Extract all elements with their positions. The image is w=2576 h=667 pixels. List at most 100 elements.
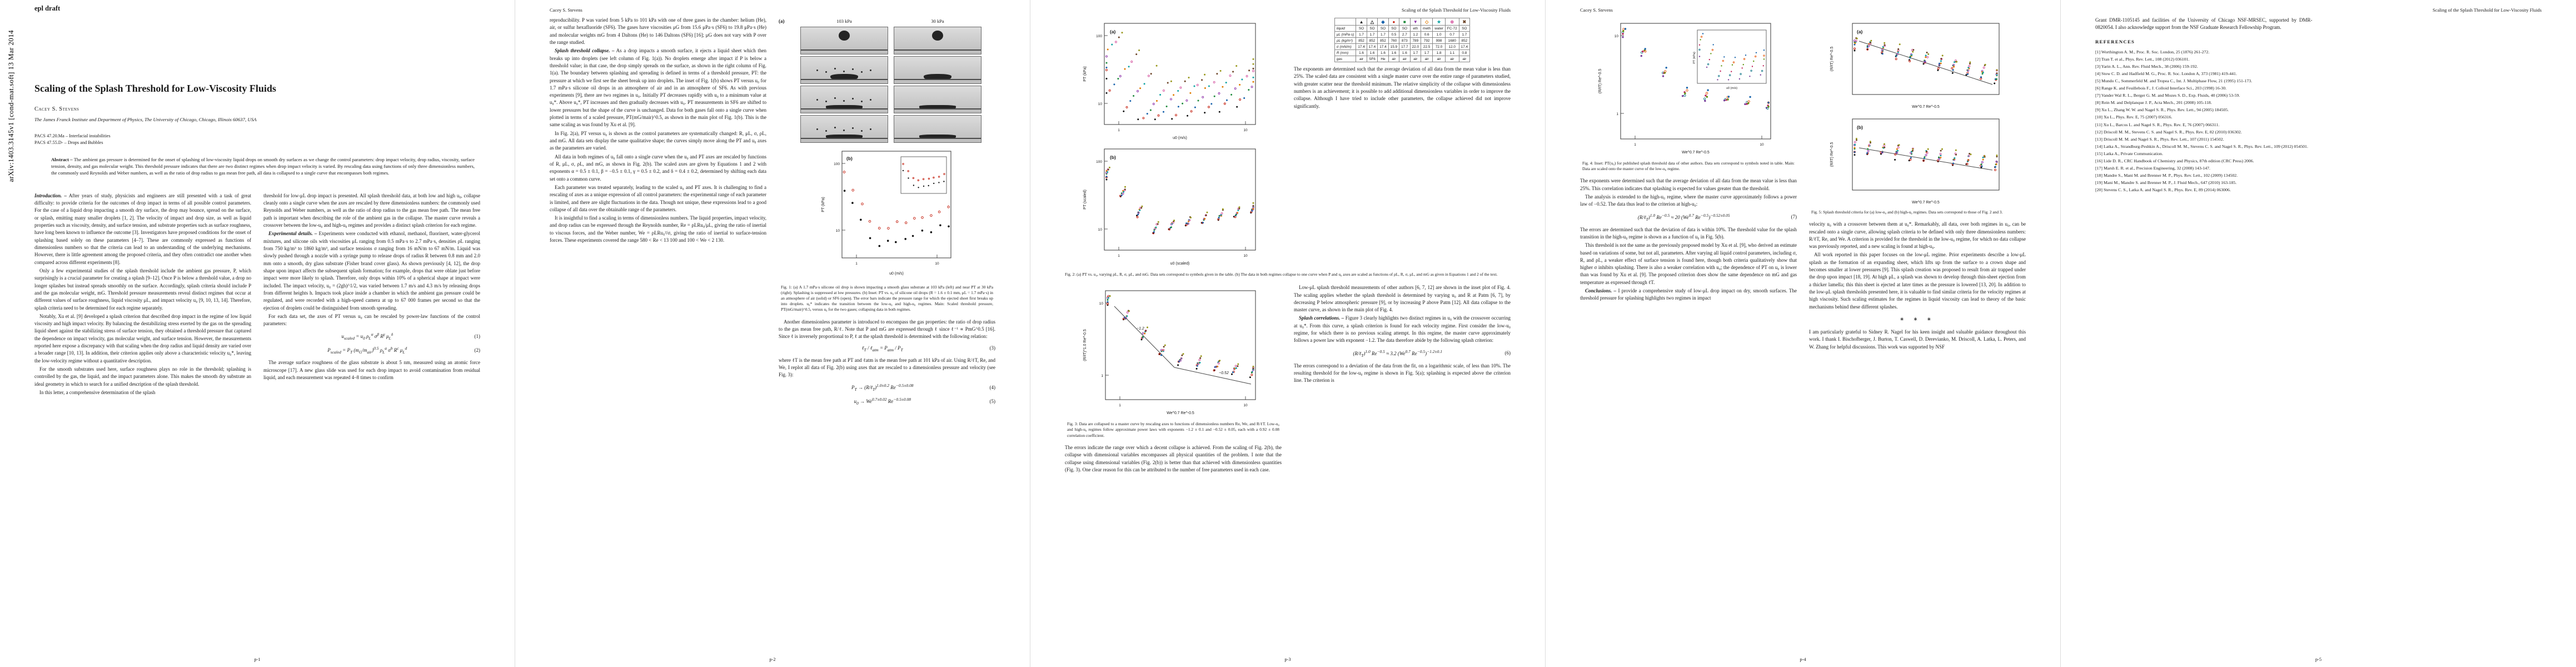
- inset-frame: [900, 156, 947, 193]
- figure2b-label: (b): [1110, 155, 1116, 160]
- page-5: Scaling of the Splash Threshold for Low-…: [2061, 0, 2576, 667]
- paragraph-text: The analysis is extended to the high-u₀ …: [1580, 194, 1797, 207]
- paragraph-text: Another dimensionless parameter is intro…: [779, 318, 995, 340]
- figure5b-plot: (b) (R/ℓT) Re^-0.5 We^0.7 Re^-0.5: [1826, 115, 2009, 208]
- y-axis-label: PT (scaled): [1083, 190, 1087, 210]
- data-set-table: ▲ △ ◆ ● ■ ▼ ◇ ★ ⊕ ✖ liquid SO SO SO SO SO eth meth water FC…: [1334, 18, 1471, 62]
- paragraph: The errors are determined such that the …: [1580, 226, 1797, 241]
- column-right: [2325, 17, 2542, 195]
- impact-photo: [894, 56, 981, 84]
- paragraph: reproducibility. P was varied from 5 kPa…: [550, 17, 766, 46]
- reference-item: [5] Mundo C., Sommerfeld M. and Tropea C…: [2095, 78, 2253, 84]
- scatter-points: [843, 170, 950, 247]
- reference-item: [18] Mandre S., Mani M. and Brenner M. P…: [2095, 173, 2238, 178]
- paragraph: where ℓT is the mean free path at PT and…: [779, 357, 995, 379]
- x-axis-label: We^0.7 Re^-0.5: [1167, 411, 1194, 415]
- figure2-and-table-row: 100 10 1 10 (a) PT (kPa) u0 (m/s): [1065, 17, 1511, 269]
- inset-x-axis-label: u0 (m/s): [1726, 87, 1737, 90]
- plot-frame: [841, 151, 951, 258]
- reference-item: [13] Driscoll M. M. and Nagel S. R., Phy…: [2095, 136, 2224, 142]
- slope-annotation-high: −0.52: [1219, 371, 1229, 375]
- column-left: Introduction. – After years of study, ph…: [34, 192, 251, 397]
- paragraph: Low-μL splash threshold measurements of …: [1294, 284, 1511, 313]
- impact-photo: [894, 115, 981, 143]
- page-number: p-1: [254, 656, 261, 662]
- acknowledgment-stars: ∗ ∗ ∗: [1900, 316, 1935, 322]
- two-column-body: reproducibility. P was varied from 5 kPa…: [550, 17, 995, 410]
- x-tick-label: 1: [1118, 254, 1120, 258]
- paragraph: I am particularly grateful to Sidney R. …: [1809, 328, 2026, 351]
- figure-4: 10 1 1 10 (R/ℓT) Re^-0.5 We^0.7 Re^-0.5 …: [1580, 19, 1797, 172]
- figure1b-label: (b): [846, 156, 853, 161]
- equation-5: u0 → We0.7±0.02 Re−0.5±0.08 (5): [779, 396, 996, 406]
- column-right: (a) (R/ℓT) Re^-0.5 We^0.7 Re^-0.5 (b) (R…: [1809, 17, 2026, 352]
- paragraph-text: Experiments were conducted with ethanol,…: [263, 231, 480, 311]
- y-axis-label: PT (kPa): [1083, 66, 1087, 82]
- equation-body: (R/ℓT)1.0 Re−0.5 ≈ 20 (We0.7 Re−0.5)−0.5…: [1637, 212, 1730, 222]
- column-left: 10 1 1 10 (R/ℓT) Re^-0.5 We^0.7 Re^-0.5 …: [1580, 17, 1797, 352]
- x-axis-label: We^0.7 Re^-0.5: [1912, 105, 1940, 109]
- equation-number: (7): [1791, 213, 1797, 220]
- splash-droplets: [816, 69, 818, 71]
- x-axis-label: We^0.7 Re^-0.5: [1912, 201, 1940, 205]
- impact-photo: [800, 56, 888, 84]
- paragraph-text: Each parameter was treated separately, l…: [550, 184, 766, 212]
- equation-body: Pscaled = PT (mG/mair)0.5 ρLa σb Rc μLd: [327, 346, 407, 355]
- reference-item: [12] Driscoll M. M., Stevens C. S. and N…: [2095, 129, 2242, 135]
- reference-item: [6] Range K. and Feuillebois F., J. Coll…: [2095, 86, 2227, 91]
- equation-number: (4): [989, 384, 996, 390]
- paragraph: threshold for low-μL drop impact is pres…: [263, 192, 480, 230]
- figure3-caption: Fig. 3: Data are collapsed to a master c…: [1067, 421, 1279, 438]
- paragraph: For the smooth substrates used here, sur…: [34, 366, 251, 388]
- reference-item: [10] Xu L., Phys. Rev. E, 75 (2007) 0563…: [2095, 115, 2173, 120]
- figure2b-plot: 100 10 1 10 (b) PT (scaled) u0 (scaled): [1079, 145, 1268, 268]
- paragraph: Experimental details. – Experiments were…: [263, 230, 480, 311]
- figure-2: 100 10 1 10 (a) PT (kPa) u0 (m/s): [1065, 17, 1282, 269]
- page-2: Cacey S. Stevens reproducibility. P was …: [515, 0, 1030, 667]
- two-column-body: Grant DMR-1105145 and facilities of the …: [2095, 17, 2542, 195]
- data-set-table-cell: ▲ △ ◆ ● ■ ▼ ◇ ★ ⊕ ✖ liquid SO SO SO SO SO eth meth water FC…: [1294, 17, 1511, 110]
- y-tick-label: 100: [1096, 160, 1102, 164]
- y-axis-label: PT (kPa): [821, 197, 825, 212]
- paragraph-text: After years of study, physicists and eng…: [34, 192, 251, 265]
- x-tick-label: 1: [1119, 404, 1121, 407]
- power-law-fit-high: [1174, 367, 1252, 385]
- x-axis-label: u0 (m/s): [889, 272, 904, 276]
- impact-photo: [800, 26, 888, 54]
- reference-item: [8] Rein M. and Delplanque J. P., Acta M…: [2095, 100, 2212, 106]
- x-axis-label: u0 (m/s): [1173, 136, 1187, 140]
- paragraph-text: The exponents were determined such that …: [1580, 178, 1797, 191]
- paragraph: All work reported in this paper focuses …: [1809, 251, 2026, 311]
- paragraph-text: Figure 3 clearly highlights two distinct…: [1294, 315, 1511, 344]
- abstract: Abstract – The ambient gas pressure is d…: [34, 153, 480, 182]
- draft-label: epl draft: [34, 4, 61, 12]
- axis-ticks: [842, 163, 938, 258]
- reference-item: [14] Latka A., Strandburg-Peshkin A., Dr…: [2095, 143, 2308, 149]
- paragraph-text: I am particularly grateful to Sidney R. …: [1809, 329, 2026, 350]
- equation-3: ℓT / ℓatm = Patm / PT (3): [779, 345, 995, 353]
- paragraph: Introduction. – After years of study, ph…: [34, 192, 251, 266]
- y-tick-label: 10: [1098, 228, 1103, 232]
- reference-item: [17] Marsh E. R. et al., Precision Engin…: [2095, 166, 2211, 171]
- paragraph-text: Grant DMR-1105145 and facilities of the …: [2095, 17, 2313, 31]
- axis-ticks: [1104, 35, 1246, 125]
- y-tick-label: 100: [1096, 34, 1102, 38]
- page-3: Scaling of the Splash Threshold for Low-…: [1030, 0, 1546, 667]
- plot-frame: [1852, 23, 2000, 95]
- equation-2: Pscaled = PT (mG/mair)0.5 ρLa σb Rc μLd …: [263, 345, 480, 355]
- pacs-item: PACS 47.20.Ma – Interfacial instabilitie…: [34, 133, 111, 138]
- paragraph: All data in both regimes of u₀ fall onto…: [550, 153, 766, 183]
- figure2a-label: (a): [1110, 29, 1116, 34]
- paragraph-text: The exponents are determined such that t…: [1294, 66, 1511, 109]
- paragraph: In this letter, a comprehensive determin…: [34, 389, 251, 396]
- paragraph-text: In Fig. 2(a), PT versus u₀ is shown as t…: [550, 130, 766, 151]
- running-head-title: Scaling of the Splash Threshold for Low-…: [2433, 7, 2542, 13]
- paragraph: Splash threshold collapse. – As a drop i…: [550, 47, 766, 128]
- y-tick-label: 10: [1615, 34, 1619, 38]
- plot-frame: [1105, 290, 1256, 400]
- x-tick-label: 1: [1634, 143, 1636, 147]
- paragraph-text: velocity u₀ with a crossover between the…: [1809, 221, 2026, 250]
- pressure-label-low: 30 kPa: [931, 18, 944, 24]
- column-left: reproducibility. P was varied from 5 kPa…: [550, 17, 766, 410]
